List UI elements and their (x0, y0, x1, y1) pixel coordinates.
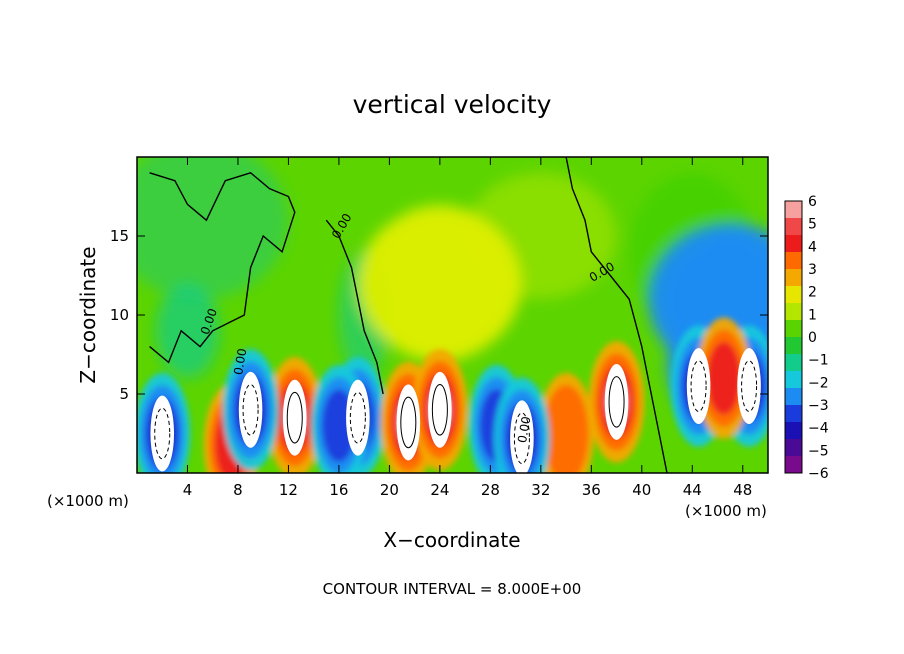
colorbar-tick-label: −1 (808, 353, 829, 369)
colorbar-swatch (785, 371, 802, 389)
y-axis-ticks: 5 10 15 (110, 227, 768, 403)
contour-line (741, 360, 758, 412)
colorbar-swatch (785, 320, 802, 338)
colorbar-tick-label: 5 (808, 217, 817, 233)
colorbar-swatch (785, 388, 802, 406)
velocity-field: 0.000.000.000.000.00 (137, 157, 768, 473)
field-core (282, 379, 307, 456)
x-tick-label: 24 (430, 481, 449, 499)
colorbar-tick-label: 6 (808, 194, 817, 210)
colorbar-swatch (785, 303, 802, 321)
contour-line (513, 412, 530, 465)
field-core (396, 384, 421, 461)
colorbar-frame (784, 200, 803, 474)
colorbar-swatch (785, 422, 802, 440)
colorbar-tick-label: −4 (808, 421, 829, 437)
colorbar-tick-label: −5 (808, 443, 829, 459)
colorbar-tick-label: 0 (808, 330, 817, 346)
x-tick-label: 20 (380, 481, 399, 499)
colorbar-tick-label: 2 (808, 285, 817, 301)
contour-line (349, 391, 366, 444)
contour-line-zero (325, 219, 384, 395)
field-blob (137, 157, 289, 300)
contour-line (242, 384, 259, 436)
field-core (150, 395, 175, 472)
field-core (238, 371, 263, 448)
contour-line (608, 376, 625, 428)
field-core (346, 379, 370, 456)
y-tick-label: 15 (110, 227, 129, 245)
contour-line (431, 384, 448, 436)
contour-line-zero (565, 157, 668, 473)
field-core (604, 363, 629, 440)
y-tick-label: 10 (110, 306, 129, 324)
field-feature (357, 207, 522, 360)
x-tick-label: 4 (183, 481, 193, 499)
x-unit-right: (×1000 m) (685, 502, 767, 520)
contour-line (154, 407, 171, 460)
colorbar-swatch (785, 286, 802, 304)
x-tick-label: 12 (279, 481, 298, 499)
colorbar-swatch (785, 218, 802, 236)
contour-interval-note: CONTOUR INTERVAL = 8.000E+00 (323, 580, 582, 598)
field-core (428, 371, 452, 448)
colorbar-swatch (785, 252, 802, 270)
colorbar-swatch (785, 269, 802, 287)
colorbar: 6 5 4 3 2 1 0 −1 −2 −3 −4 −5 −6 (784, 194, 829, 482)
x-unit-left: (×1000 m) (47, 492, 129, 510)
colorbar-swatch (785, 235, 802, 253)
colorbar-swatch (785, 337, 802, 355)
colorbar-tick-label: −3 (808, 398, 829, 414)
colorbar-tick-label: 3 (808, 262, 817, 278)
field-core (737, 348, 761, 425)
colorbar-swatch (785, 354, 802, 372)
x-tick-label: 36 (582, 481, 601, 499)
x-tick-label: 28 (481, 481, 500, 499)
colorbar-tick-label: 4 (808, 239, 817, 255)
x-tick-label: 16 (329, 481, 348, 499)
x-tick-label: 32 (531, 481, 550, 499)
contour-line-zero (149, 172, 296, 364)
y-axis-label: Z−coordinate (76, 246, 100, 383)
x-tick-label: 8 (233, 481, 243, 499)
y-tick-label: 5 (119, 385, 129, 403)
colorbar-swatch (785, 405, 802, 423)
field-feature (707, 341, 741, 415)
colorbar-swatch (785, 439, 802, 457)
colorbar-tick-label: −2 (808, 375, 829, 391)
chart-title: vertical velocity (353, 90, 552, 119)
contour-line (400, 396, 417, 449)
x-tick-label: 48 (733, 481, 752, 499)
colorbar-tick-label: 1 (808, 307, 817, 323)
x-axis-label: X−coordinate (383, 528, 520, 552)
colorbar-swatch (785, 456, 802, 474)
contour-line (286, 391, 303, 444)
contour-label: 0.00 (231, 347, 249, 376)
field-feature (543, 384, 589, 473)
field-core (686, 348, 711, 425)
contour-label: 0.00 (515, 415, 533, 444)
x-tick-label: 40 (632, 481, 651, 499)
x-axis-ticks: 4 8 12 16 20 24 28 32 36 40 44 48 (183, 157, 752, 499)
colorbar-tick-label: −6 (808, 466, 829, 482)
x-tick-label: 44 (683, 481, 702, 499)
contour-line (690, 360, 707, 412)
colorbar-swatch (785, 201, 802, 219)
